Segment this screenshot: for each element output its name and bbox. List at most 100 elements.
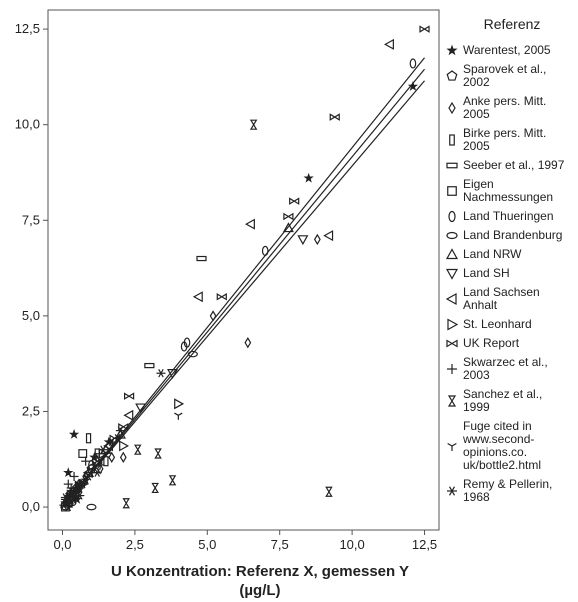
data-point-asterisk [115, 426, 125, 435]
legend-marker-triangle-up [445, 248, 459, 260]
legend-entry: Remy & Pellerin,1968 [447, 477, 552, 504]
legend-label: Anhalt [463, 298, 498, 312]
data-point-asterisk [72, 483, 82, 493]
data-point-triangle-down [135, 403, 147, 414]
legend-entry: Fuge cited inwww.second-opinions.co.uk/b… [447, 419, 541, 472]
data-point-star [407, 81, 419, 91]
legend-label: Land SH [463, 266, 510, 280]
legend-label: Sanchez et al., [463, 387, 542, 401]
data-point-triangle-right [119, 440, 130, 452]
legend-label: Sparovek et al., [463, 62, 546, 76]
data-point-tall-ellipse [180, 341, 188, 352]
legend-entry: Skwarzec et al.,2003 [447, 355, 548, 382]
data-point-diamond [96, 463, 104, 475]
data-point-asterisk [75, 491, 85, 500]
data-point-hourglass [151, 482, 159, 494]
legend-marker-square [447, 186, 457, 196]
data-point-asterisk [84, 472, 94, 481]
legend-entry: Seeber et al., 1997 [446, 158, 565, 172]
legend-entry: St. Leonhard [447, 317, 532, 331]
legend-label: 2002 [463, 75, 490, 89]
legend-marker-tri [447, 442, 457, 451]
legend-marker-tall-rect [449, 134, 455, 146]
x-tick-label: 7,5 [271, 537, 289, 552]
legend-marker-tall-ellipse [448, 210, 456, 223]
data-point-triangle-left [323, 230, 334, 242]
legend-label: 2005 [463, 139, 490, 153]
data-point-plus [63, 479, 73, 489]
data-point-hourglass [134, 444, 142, 455]
legend: Referenz Warentest, 2005 Sparovek et al.,… [445, 16, 565, 504]
data-point-tall-rect [103, 456, 109, 467]
data-point-hourglass [325, 486, 333, 497]
data-point-wide-rect [144, 362, 155, 369]
y-tick-label: 12,5 [15, 21, 40, 36]
data-point-asterisk [156, 369, 166, 378]
data-point-bowtie [283, 212, 294, 221]
legend-marker-star [446, 44, 458, 56]
legend-label: Land Sachsen [463, 285, 540, 299]
legend-marker-bowtie [446, 339, 458, 348]
data-point-wide-ellipse [86, 503, 97, 511]
legend-label: 2005 [463, 107, 490, 121]
legend-title: Referenz [484, 16, 541, 32]
legend-label: Birke pers. Mitt. [463, 126, 546, 140]
legend-entries: Warentest, 2005 Sparovek et al.,2002 Anke … [445, 43, 565, 504]
data-point-diamond [209, 310, 217, 322]
legend-marker-plus [447, 364, 457, 374]
legend-entry: Land SH [445, 266, 510, 280]
legend-label: Land NRW [463, 247, 522, 261]
legend-entry: Sanchez et al.,1999 [447, 387, 542, 414]
legend-entry: UK Report [446, 336, 520, 350]
y-tick-label: 5,0 [22, 308, 40, 323]
legend-label: Remy & Pellerin, [463, 477, 552, 491]
y-axis-ticks: 0,0 2,5 5,0 7,5 10,0 12,5 [15, 21, 48, 514]
data-point-star [303, 172, 314, 183]
data-point-hourglass [122, 498, 130, 509]
legend-marker-triangle-left [445, 292, 457, 306]
legend-label: Land Thueringen [463, 209, 554, 223]
y-tick-label: 0,0 [22, 499, 40, 514]
data-point-triangle-up [282, 222, 294, 233]
legend-entry: Anke pers. Mitt.2005 [448, 94, 546, 121]
data-point-triangle-left [103, 440, 114, 452]
legend-label: 1968 [463, 490, 490, 504]
legend-label: www.second- [462, 432, 534, 446]
x-tick-label: 12,5 [412, 537, 437, 552]
legend-marker-hourglass [447, 395, 457, 407]
legend-marker-triangle-right [447, 318, 459, 331]
data-point-asterisk [98, 445, 108, 454]
data-point-triangle-down [167, 369, 179, 379]
legend-label: Fuge cited in [463, 419, 532, 433]
data-point-asterisk [78, 479, 88, 489]
y-tick-label: 10,0 [15, 117, 40, 132]
data-point-plus [81, 456, 91, 466]
data-point-wide-rect [196, 255, 207, 262]
data-point-bowtie [216, 293, 227, 301]
data-point-diamond [108, 451, 116, 464]
data-point-star [68, 428, 80, 439]
data-point-triangle-left [123, 409, 134, 421]
data-point-diamond [313, 233, 321, 246]
legend-entry: Sparovek et al.,2002 [446, 62, 546, 89]
x-tick-label: 10,0 [339, 537, 364, 552]
x-tick-label: 2,5 [126, 537, 144, 552]
data-point-triangle-left [384, 38, 394, 50]
x-tick-label: 0,0 [53, 537, 71, 552]
data-point-bowtie [289, 197, 300, 205]
data-point-diamond [119, 451, 127, 464]
legend-label: Nachmessungen [463, 190, 553, 204]
legend-label: Warentest, 2005 [463, 43, 551, 57]
data-point-bowtie [123, 392, 135, 400]
data-point-asterisk [89, 460, 99, 470]
legend-label: Skwarzec et al., [463, 355, 548, 369]
data-point-triangle-left [192, 291, 203, 303]
legend-label: Land Brandenburg [463, 228, 562, 242]
data-point-plus [69, 471, 79, 481]
y-tick-label: 7,5 [22, 212, 40, 227]
legend-marker-wide-rect [446, 162, 458, 169]
data-point-asterisk [69, 495, 79, 504]
regression-line [62, 57, 425, 508]
legend-label: UK Report [463, 336, 520, 350]
